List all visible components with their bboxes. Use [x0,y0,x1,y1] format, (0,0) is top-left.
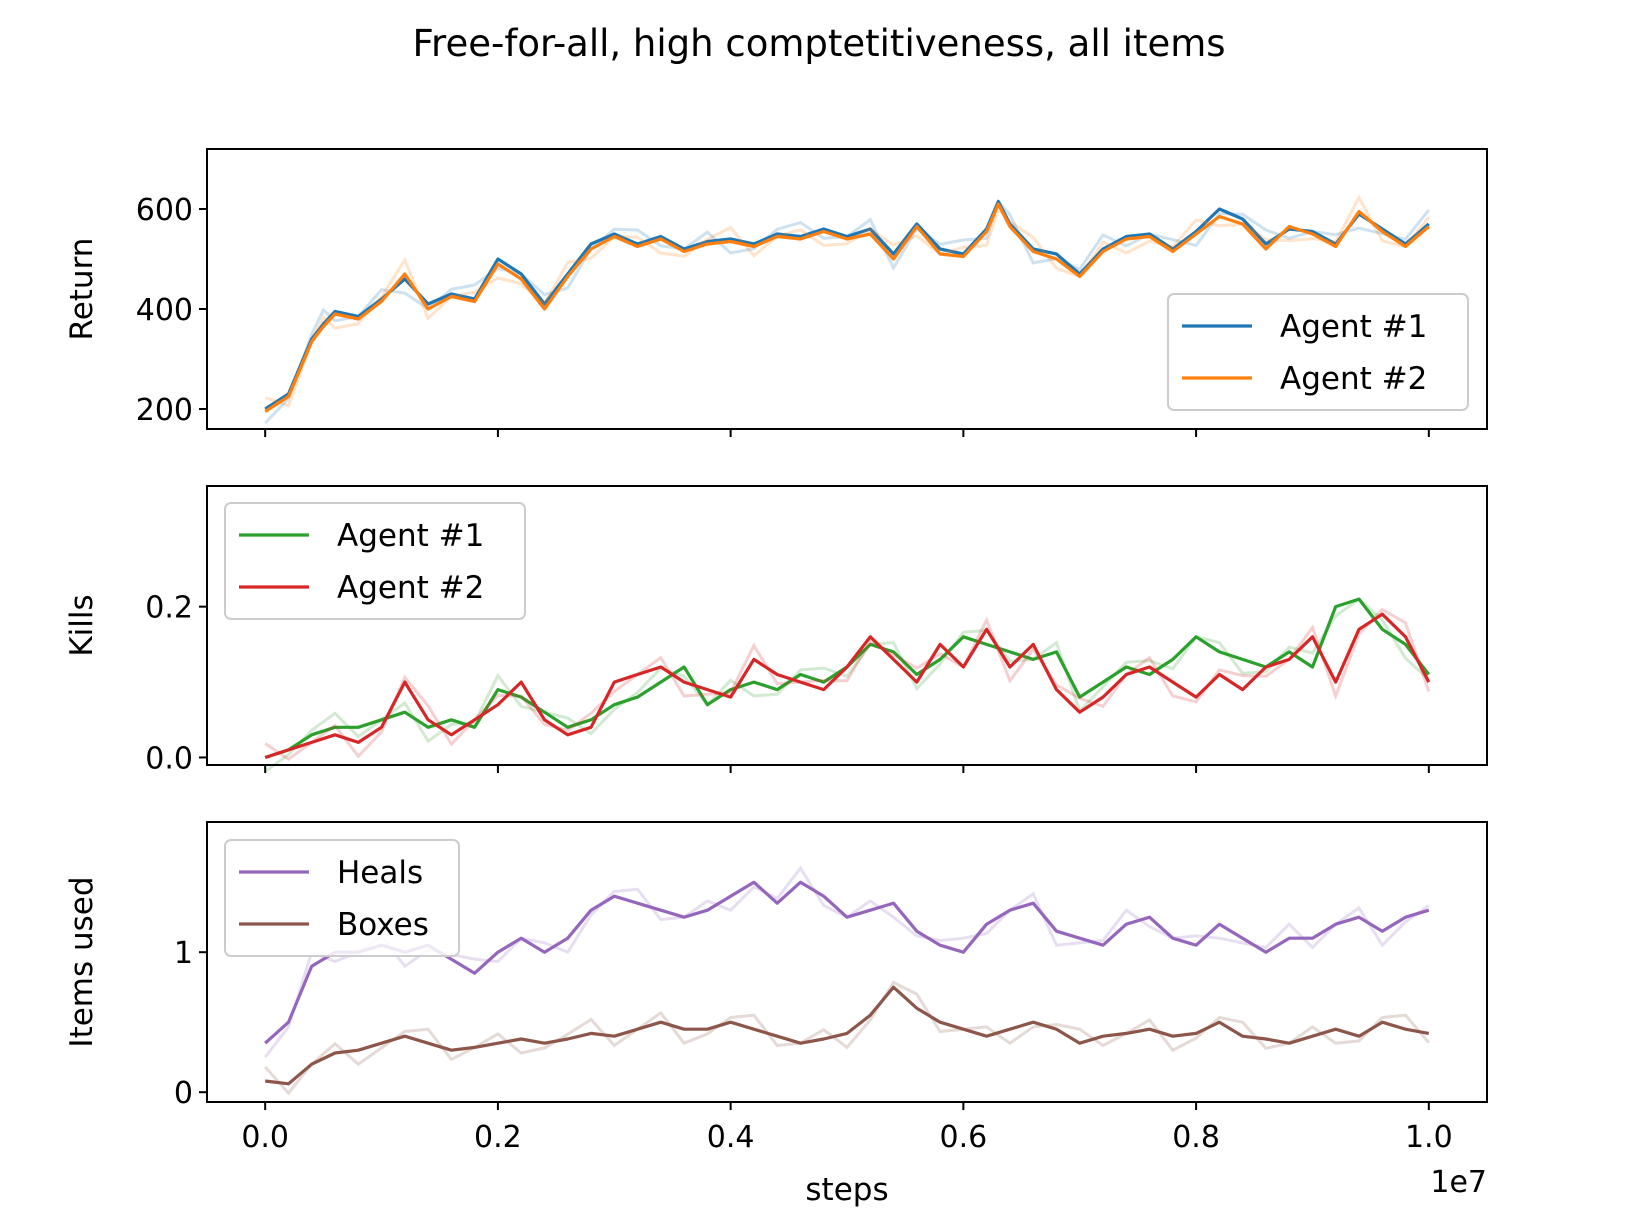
legend-label: Boxes [337,907,429,943]
series-raw-agent-1 [264,597,1430,773]
y-tick-label: 0.0 [145,741,193,776]
series-raw-agent-2 [264,607,1431,762]
x-tick-label: 0.2 [474,1120,522,1155]
x-tick-label: 0.0 [241,1120,289,1155]
axes-frame [206,148,1488,430]
x-tick-label: 0.4 [707,1120,755,1155]
series-line-agent-2 [264,202,1430,413]
figure-title: Free-for-all, high comptetitiveness, all… [412,22,1225,65]
legend: Agent #1 Agent #2 [224,502,526,620]
y-tick-label: 600 [136,193,193,228]
subplots: 200 400 600 Return Agent #1 Agent #2 0.0 0.2 Kil… [64,148,1488,1208]
series-line-boxes [265,985,1430,1086]
y-axis-label: Kills [64,594,100,656]
y-axis-label: Items used [64,876,100,1047]
y-tick-label: 0 [174,1076,193,1111]
subplot-1: 200 400 600 Return Agent #1 Agent #2 [64,148,1488,437]
y-tick-label: 1 [174,936,193,971]
legend-label: Agent #2 [1280,361,1427,397]
legend-box [224,502,526,620]
legend-box [1167,293,1469,411]
legend-label: Heals [337,855,423,891]
axes-frame [206,821,1488,1103]
y-tick-label: 400 [136,293,193,328]
x-tick-label: 1.0 [1405,1120,1453,1155]
series-line-agent-1 [264,199,1430,411]
y-axis-label: Return [64,238,100,341]
axes-frame [206,485,1488,766]
legend-label: Agent #1 [1280,309,1427,345]
legend: Agent #1 Agent #2 [1167,293,1469,411]
x-tick-label: 0.8 [1172,1120,1220,1155]
x-axis-label: steps [805,1172,888,1208]
series-raw-agent-2 [264,194,1430,408]
x-axis-multiplier: 1e7 [1430,1165,1487,1200]
x-tick-label: 0.6 [940,1120,988,1155]
legend: Heals Boxes [224,839,460,957]
y-tick-label: 200 [136,393,193,428]
legend-label: Agent #2 [337,570,484,606]
legend-label: Agent #1 [337,518,484,554]
subplot-3: 0.0 0.2 0.4 0.6 0.8 1.0 0 1 Items used steps 1e7 He… [64,821,1488,1208]
y-tick-label: 0.2 [145,591,193,626]
series-raw-boxes [264,980,1430,1096]
subplot-2: 0.0 0.2 Kills Agent #1 Agent #2 [64,485,1488,776]
legend-box [224,839,460,957]
series-line-agent-2 [264,612,1431,760]
